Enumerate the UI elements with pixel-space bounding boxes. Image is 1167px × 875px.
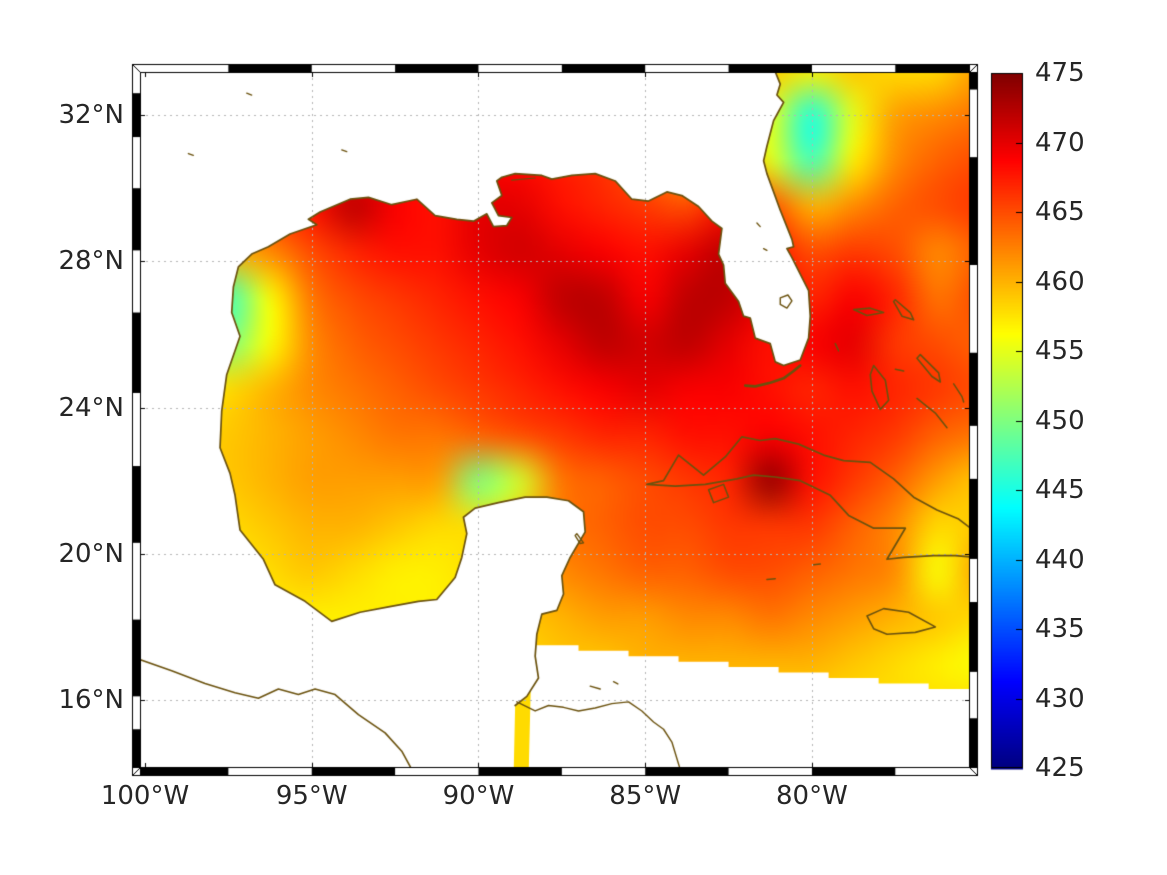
map-canvas xyxy=(0,0,1167,875)
figure: 100°W 95°W 90°W 85°W 80°W 32°N 28°N 24°N 20°N 16°… xyxy=(0,0,1167,875)
